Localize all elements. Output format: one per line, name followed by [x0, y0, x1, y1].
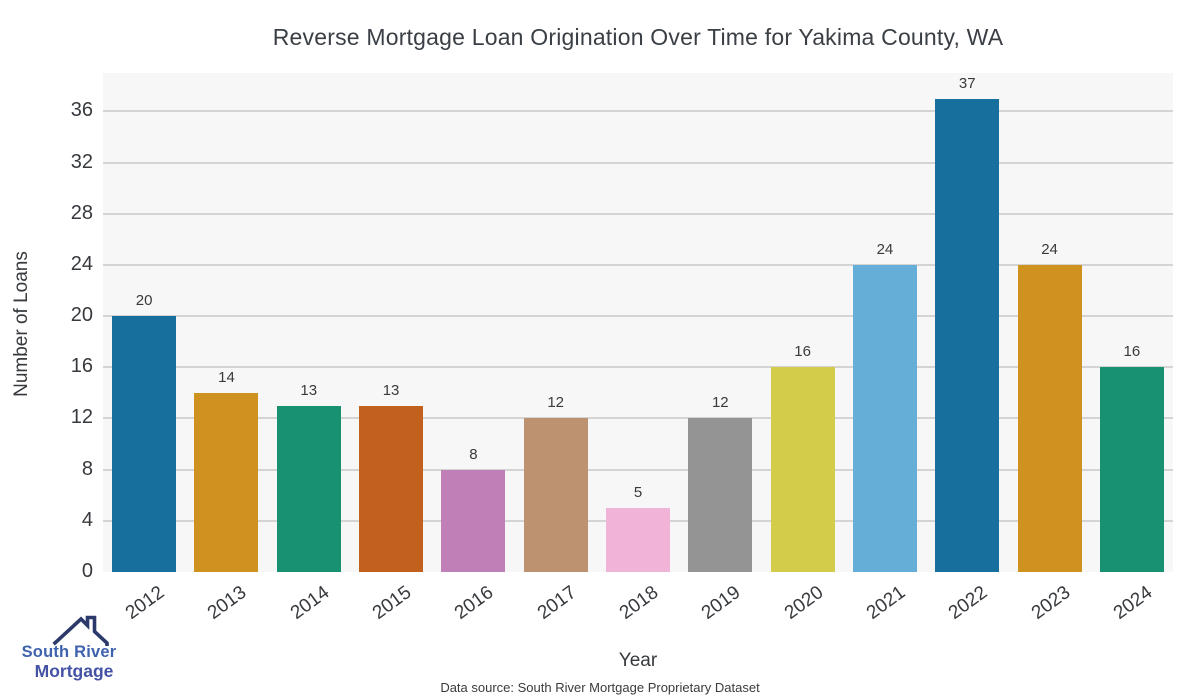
y-tick-label-32: 32 — [70, 150, 93, 173]
gridline-y-8 — [103, 468, 1173, 471]
gridline-y-20 — [103, 315, 1173, 318]
x-tick-label-2018: 2018 — [615, 582, 663, 624]
bar-value-label-2016: 8 — [469, 445, 478, 463]
y-tick-label-20: 20 — [70, 304, 93, 327]
y-tick-label-28: 28 — [70, 201, 93, 224]
bar-2012 — [112, 316, 177, 572]
bar-2023 — [1017, 264, 1082, 572]
x-tick-label-2022: 2022 — [945, 582, 992, 624]
x-tick-label-2021: 2021 — [862, 582, 910, 624]
bar-2024 — [1099, 367, 1164, 572]
gridline-y-16 — [103, 366, 1173, 369]
x-tick-label-2016: 2016 — [451, 582, 498, 624]
bar-2016 — [441, 469, 506, 572]
bar-value-label-2013: 14 — [218, 368, 235, 386]
y-tick-label-24: 24 — [70, 252, 93, 275]
gridline-y-24 — [103, 263, 1173, 266]
bar-2013 — [194, 392, 259, 572]
bar-value-label-2022: 37 — [958, 74, 976, 92]
bar-value-label-2021: 24 — [876, 240, 894, 258]
x-tick-label-2023: 2023 — [1027, 582, 1074, 624]
bar-value-label-2014: 13 — [300, 381, 318, 399]
x-tick-label-2013: 2013 — [204, 582, 251, 624]
company-logo: South River Mortgage — [14, 610, 124, 682]
bar-2015 — [359, 405, 424, 572]
y-tick-label-4: 4 — [81, 508, 93, 531]
logo-text-line1: South River — [21, 643, 117, 661]
chart-title: Reverse Mortgage Loan Origination Over T… — [272, 24, 1004, 50]
bar-value-label-2023: 24 — [1041, 240, 1058, 258]
x-tick-label-2019: 2019 — [698, 582, 745, 624]
x-tick-label-2014: 2014 — [286, 582, 334, 624]
x-tick-label-2020: 2020 — [780, 582, 827, 624]
bar-2017 — [523, 418, 588, 572]
y-tick-label-12: 12 — [70, 406, 93, 429]
y-tick-label-8: 8 — [81, 457, 93, 480]
bar-2019 — [688, 418, 753, 572]
gridline-y-32 — [103, 161, 1173, 164]
bar-value-label-2020: 16 — [794, 343, 811, 361]
gridline-y-12 — [103, 417, 1173, 420]
bar-2021 — [852, 264, 917, 572]
data-source-note: Data source: South River Mortgage Propri… — [440, 680, 760, 695]
bar-2022 — [935, 98, 1000, 572]
x-tick-label-2024: 2024 — [1109, 582, 1157, 624]
y-axis-label: Number of Loans — [11, 251, 32, 397]
bar-2018 — [606, 508, 670, 572]
bar-value-label-2024: 16 — [1123, 343, 1141, 361]
x-tick-label-2017: 2017 — [533, 582, 581, 624]
plot-area: 20 14 13 13 8 12 5 12 16 24 37 24 16 — [103, 73, 1173, 572]
logo-text-line2: Mortgage — [34, 661, 114, 681]
y-tick-label-0: 0 — [81, 560, 93, 582]
bar-value-label-2015: 13 — [382, 381, 400, 399]
bar-value-label-2018: 5 — [633, 484, 643, 502]
bar-value-label-2012: 20 — [135, 292, 153, 310]
y-tick-label-36: 36 — [70, 99, 93, 122]
bar-value-label-2017: 12 — [547, 394, 565, 412]
x-tick-label-2012: 2012 — [121, 582, 169, 624]
y-tick-label-16: 16 — [70, 355, 93, 378]
house-icon — [52, 615, 109, 646]
gridline-y-28 — [103, 212, 1173, 215]
bar-2020 — [770, 367, 835, 572]
gridline-y-36 — [103, 110, 1173, 113]
bar-value-label-2019: 12 — [711, 394, 729, 412]
x-axis-label: Year — [618, 650, 658, 671]
bar-2014 — [276, 405, 341, 572]
x-tick-label-2015: 2015 — [368, 582, 416, 624]
